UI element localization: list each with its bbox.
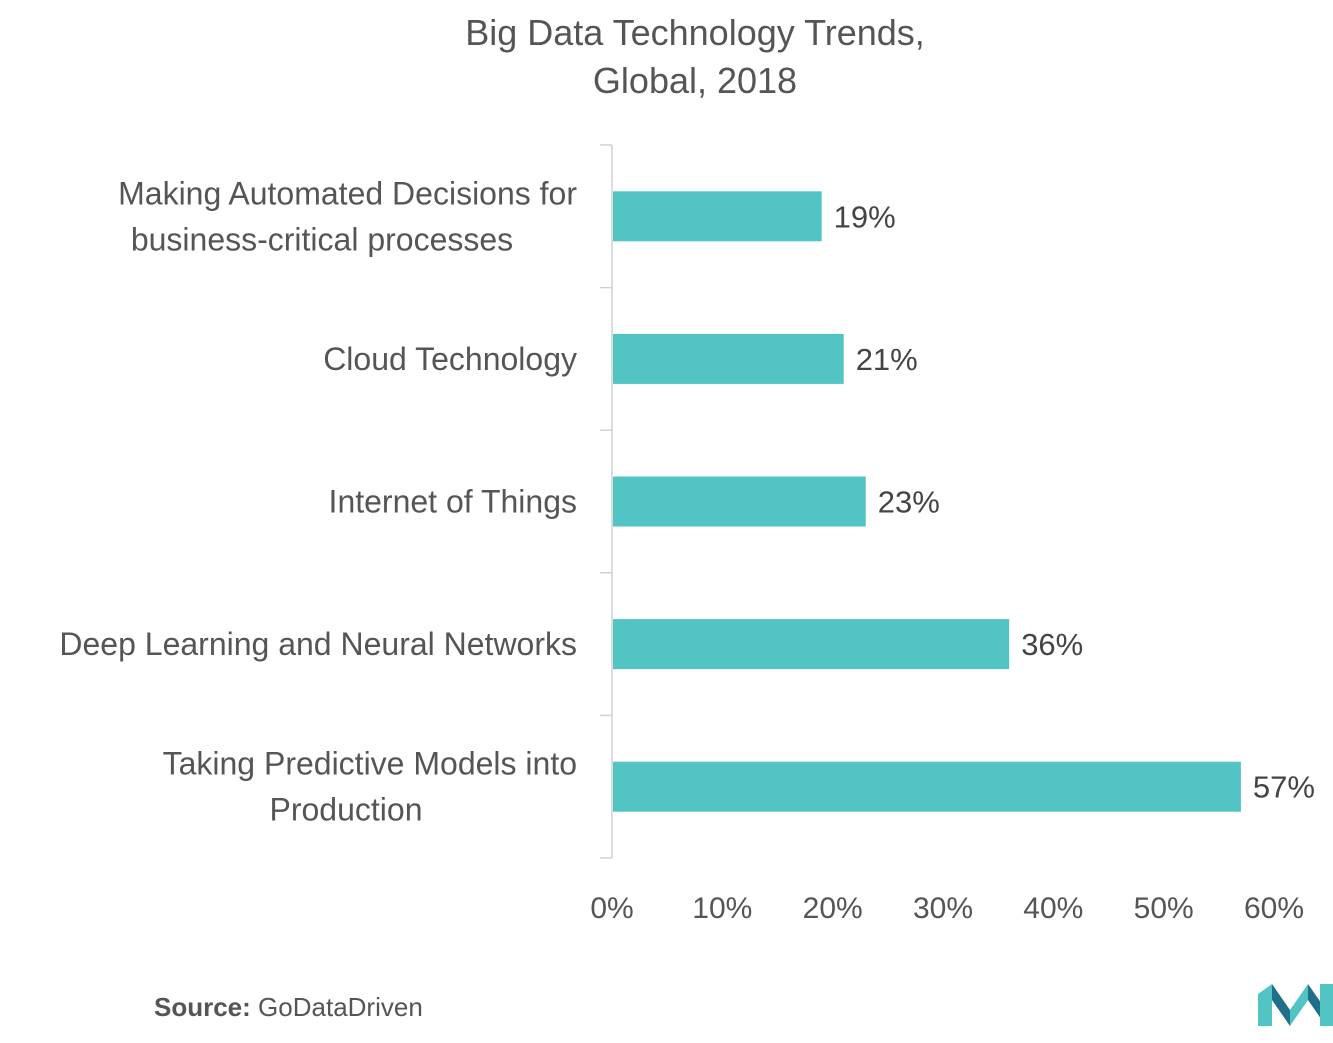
bar-3 [613,476,866,527]
bar-2 [613,333,844,384]
category-label-4-line-1: Deep Learning and Neural Networks [59,626,577,662]
category-label-1-line-1: Making Automated Decisions for [118,175,577,211]
category-label-1-line-2: business-critical processes [131,221,513,257]
chart-title-line-1: Big Data Technology Trends, [465,12,925,53]
chart-bars [613,191,1241,812]
source-label: Source: [154,992,251,1022]
bar-1 [613,191,822,242]
x-tick-label-20: 20% [803,892,863,925]
x-tick-label-60: 60% [1244,892,1304,925]
data-label-5: 57% [1253,770,1315,805]
category-label-5-line-2: Production [270,792,423,828]
mordor-intelligence-logo-icon [1258,984,1333,1026]
category-label-3-line-1: Internet of Things [329,484,577,520]
x-tick-label-30: 30% [913,892,973,925]
data-label-3: 23% [878,485,940,520]
data-label-1: 19% [834,199,896,234]
category-label-5-line-1: Taking Predictive Models into [163,746,577,782]
chart-axes [600,144,613,859]
bar-4 [613,619,1010,670]
chart-title-line-2: Global, 2018 [592,60,798,101]
bar-chart: 19% Making Automated Decisions for busines… [59,144,1315,925]
data-label-2: 21% [856,342,918,377]
source-text: GoDataDriven [258,992,423,1022]
x-tick-label-0: 0% [590,892,633,925]
bar-5 [613,761,1241,812]
x-tick-label-50: 50% [1134,892,1194,925]
x-tick-label-10: 10% [692,892,752,925]
source-note: Source: GoDataDriven [154,992,423,1023]
x-tick-label-40: 40% [1023,892,1083,925]
data-label-4: 36% [1021,627,1083,662]
category-label-2-line-1: Cloud Technology [323,341,577,377]
chart-labels: 19% Making Automated Decisions for busines… [59,175,1315,925]
